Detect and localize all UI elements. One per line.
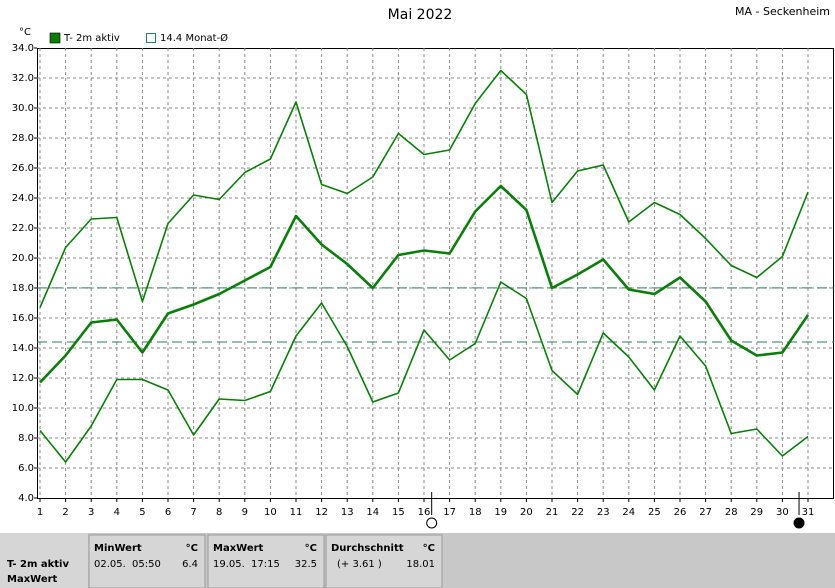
max-line: [39, 69, 809, 308]
x-tick-label: 2: [62, 507, 68, 518]
x-tick-label: 3: [88, 507, 94, 518]
x-tick-label: 26: [674, 507, 687, 518]
x-tick-label: 10: [264, 507, 277, 518]
moon-new: [793, 517, 805, 529]
x-tick-label: 4: [114, 507, 120, 518]
stats-value: 6.4: [182, 559, 198, 570]
y-tick-label: 22.0: [12, 223, 34, 234]
x-tick-label: 28: [725, 507, 738, 518]
stats-date: 19.05.: [213, 559, 245, 570]
legend-swatch: [146, 33, 156, 43]
x-tick-label: 8: [216, 507, 222, 518]
min-line: [39, 281, 809, 463]
stats-cell: [207, 534, 325, 588]
x-tick-label: 18: [469, 507, 482, 518]
x-tick-label: 11: [290, 507, 303, 518]
y-tick-label: 30.0: [12, 103, 34, 114]
y-tick-label: 16.0: [12, 313, 34, 324]
x-tick-label: 31: [802, 507, 815, 518]
x-tick-label: 9: [242, 507, 248, 518]
x-tick-label: 21: [546, 507, 559, 518]
x-tick-label: 6: [165, 507, 171, 518]
y-tick-label: 18.0: [12, 283, 34, 294]
x-tick-label: 13: [341, 507, 354, 518]
x-tick-label: 30: [776, 507, 789, 518]
plot-frame: [37, 48, 834, 499]
x-tick-label: 17: [443, 507, 456, 518]
x-tick-label: 16: [418, 507, 431, 518]
stats-cell: [325, 534, 443, 588]
legend-label: 14.4 Monat-Ø: [160, 32, 228, 44]
stats-time: 05:50: [132, 559, 161, 570]
x-tick-label: 14: [366, 507, 379, 518]
stats-cell: [88, 534, 206, 588]
y-tick-label: 28.0: [12, 133, 34, 144]
x-tick-label: 22: [571, 507, 584, 518]
x-tick-label: 7: [190, 507, 196, 518]
x-tick-label: 27: [699, 507, 712, 518]
y-tick-label: 8.0: [18, 433, 34, 444]
y-tick-label: 34.0: [12, 43, 34, 54]
unit: °C: [19, 27, 31, 38]
stats-label-cell: [0, 533, 88, 588]
y-tick-label: 12.0: [12, 373, 34, 384]
y-tick-label: 24.0: [12, 193, 34, 204]
y-tick-label: 6.0: [18, 463, 34, 474]
x-tick-label: 1: [37, 507, 43, 518]
x-tick-label: 15: [392, 507, 405, 518]
y-tick-label: 4.0: [18, 493, 34, 504]
legend-swatch: [49, 32, 61, 44]
stats-note: (+ 3.61 ): [337, 559, 382, 570]
stats-unit: °C: [305, 543, 317, 554]
x-tick-label: 20: [520, 507, 533, 518]
stats-value: 32.5: [295, 559, 317, 570]
x-tick-label: 19: [494, 507, 507, 518]
y-tick-label: 10.0: [12, 403, 34, 414]
y-tick-label: 20.0: [12, 253, 34, 264]
x-tick-label: 5: [139, 507, 145, 518]
y-tick-label: 32.0: [12, 73, 34, 84]
stats-title: MaxWert: [213, 543, 264, 554]
legend-label: T- 2m aktiv: [63, 33, 120, 44]
stats-title: Durchschnitt: [331, 543, 404, 554]
stats-title: MinWert: [94, 543, 142, 554]
stats-unit: °C: [423, 543, 435, 554]
x-tick-label: 23: [597, 507, 610, 518]
station: MA - Seckenheim: [735, 5, 830, 18]
moon-full: [426, 517, 438, 529]
stats-row-label: T- 2m aktiv: [7, 559, 69, 570]
stats-row-label: MaxWert: [7, 574, 58, 585]
x-tick-label: 24: [622, 507, 635, 518]
stats-time: 17:15: [251, 559, 280, 570]
x-tick-label: 29: [750, 507, 763, 518]
stats-date: 02.05.: [94, 559, 126, 570]
y-tick-label: 14.0: [12, 343, 34, 354]
y-tick-label: 26.0: [12, 163, 34, 174]
x-tick-label: 12: [315, 507, 328, 518]
mean-temperature-line: [39, 184, 810, 384]
stats-unit: °C: [186, 543, 198, 554]
x-tick-label: 25: [648, 507, 661, 518]
chart-title: Mai 2022: [388, 7, 453, 23]
stats-value: 18.01: [406, 559, 435, 570]
